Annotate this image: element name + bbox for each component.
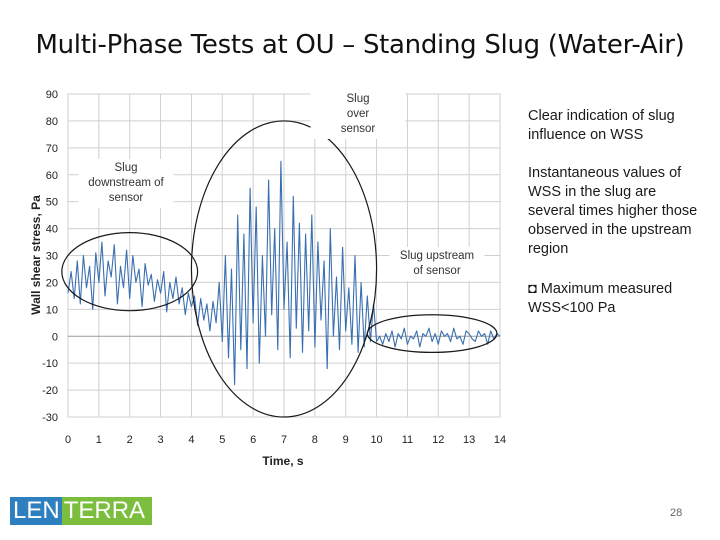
y-tick-label: 10 [46, 304, 58, 316]
x-tick-label: 0 [65, 434, 71, 446]
annotation-label-line: sensor [109, 192, 144, 204]
note-instantaneous-values: Instantaneous values of WSS in the slug … [528, 165, 698, 257]
annotation-label: Slug over sensor [341, 93, 376, 135]
annotation-label-line: over [347, 108, 370, 120]
x-tick-label: 9 [343, 434, 349, 446]
logo-part-len: LEN [10, 497, 62, 525]
annotation-label-bg [78, 159, 174, 208]
x-tick-label: 2 [127, 434, 133, 446]
y-tick-label: 50 [46, 197, 58, 209]
annotation-label-line: of sensor [413, 265, 460, 277]
y-tick-label: 30 [46, 251, 58, 263]
annotation-label: Slug upstream of sensor [400, 250, 474, 277]
y-axis-label: Wall shear stress, Pa [29, 195, 43, 315]
y-tick-label: 60 [46, 170, 58, 182]
annotation-label: Slug downstream of sensor [88, 162, 164, 204]
y-tick-label: -30 [42, 412, 58, 424]
chart-series [67, 160, 501, 386]
chart-grid [67, 93, 501, 418]
annotation-ellipse [190, 120, 378, 418]
x-tick-label: 11 [402, 434, 413, 446]
y-tick-label: 20 [46, 277, 58, 289]
note-maximum-wss: ◘ Maximum measured WSS<100 Pa [528, 281, 673, 316]
annotation-ellipse [61, 232, 199, 312]
chart-ticks: 0 1 2 3 4 5 6 7 8 9 10 11 12 13 149080706050403020100-… [42, 89, 506, 446]
annotation-label-line: sensor [341, 123, 376, 135]
y-tick-label: 40 [46, 224, 58, 236]
x-tick-label: 4 [188, 434, 194, 446]
x-tick-label: 6 [250, 434, 256, 446]
x-tick-label: 13 [463, 434, 475, 446]
logo-part-terra: TERRA [61, 497, 152, 525]
annotation-label-bg [310, 90, 406, 139]
x-tick-label: 14 [494, 434, 506, 446]
x-tick-label: 12 [432, 434, 444, 446]
x-tick-label: 8 [312, 434, 318, 446]
y-tick-label: 90 [46, 89, 58, 101]
annotation-label-line: Slug upstream [400, 250, 474, 262]
y-tick-label: 70 [46, 143, 58, 155]
x-tick-label: 7 [281, 434, 287, 446]
x-tick-label: 10 [370, 434, 382, 446]
y-tick-label: 80 [46, 116, 58, 128]
annotation-label-line: Slug [114, 162, 137, 174]
y-tick-label: -20 [42, 385, 58, 397]
y-tick-label: 0 [52, 331, 58, 343]
x-tick-label: 3 [158, 434, 164, 446]
annotation-label-line: downstream of [88, 177, 164, 189]
page-number: 28 [670, 507, 683, 519]
wss-series-line [67, 160, 501, 386]
note-slug-influence: Clear indication of slug influence on WS… [528, 108, 675, 143]
annotation-label-bg [389, 247, 485, 281]
lenterra-logo: LEN TERRA [10, 497, 152, 525]
x-axis-label: Time, s [262, 454, 303, 468]
x-tick-label: 1 [96, 434, 102, 446]
annotation-label-line: Slug [346, 93, 369, 105]
annotation-ellipse [366, 314, 498, 353]
slide-title: Multi-Phase Tests at OU – Standing Slug … [35, 30, 685, 60]
x-tick-label: 5 [219, 434, 225, 446]
y-tick-label: -10 [42, 358, 58, 370]
